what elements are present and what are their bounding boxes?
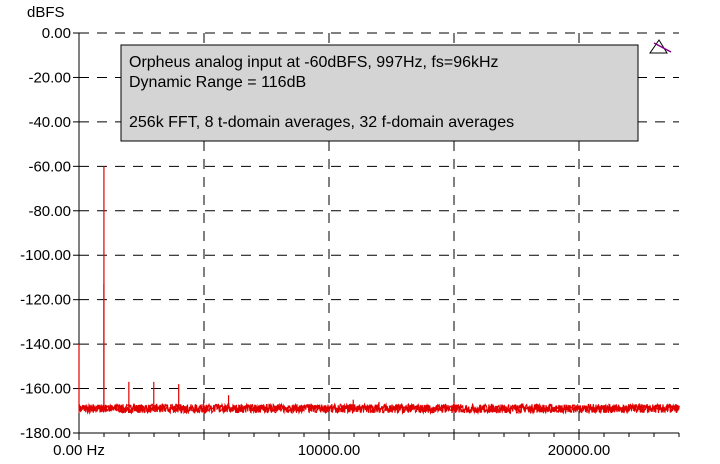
annotation-line: 256k FFT, 8 t-domain averages, 32 f-doma… [129, 114, 514, 131]
y-tick-label: -180.00 [20, 425, 71, 442]
y-tick-label: -160.00 [20, 381, 71, 398]
annotation-box: Orpheus analog input at -60dBFS, 997Hz, … [120, 44, 639, 142]
y-axis-label: dBFS [27, 4, 65, 21]
x-tick-label: 0.00 Hz [53, 442, 105, 459]
y-axis-ticks: 0.00 -20.00 -40.00 -60.00 -80.00 -100.00 -120.… [20, 25, 79, 442]
y-tick-label: -80.00 [28, 203, 71, 220]
y-tick-label: -60.00 [28, 158, 71, 175]
x-tick-label: 10000.00 [298, 442, 361, 459]
y-tick-label: 0.00 [42, 25, 71, 42]
y-tick-label: -20.00 [28, 69, 71, 86]
y-tick-label: -140.00 [20, 336, 71, 353]
annotation-background [120, 44, 639, 142]
x-tick-label: 20000.00 [548, 442, 611, 459]
x-axis-ticks: 0.00 Hz 10000.00 20000.00 [53, 433, 680, 459]
y-tick-label: -100.00 [20, 247, 71, 264]
annotation-line: Dynamic Range = 116dB [129, 74, 306, 91]
y-tick-label: -40.00 [28, 114, 71, 131]
cursor-indicator-line [653, 42, 672, 53]
spectrum-trace [78, 166, 680, 415]
triangle-cursor-icon[interactable] [649, 39, 672, 54]
cursor-triangle [649, 39, 668, 54]
y-tick-label: -120.00 [20, 292, 71, 309]
annotation-line: Orpheus analog input at -60dBFS, 997Hz, … [129, 54, 499, 71]
